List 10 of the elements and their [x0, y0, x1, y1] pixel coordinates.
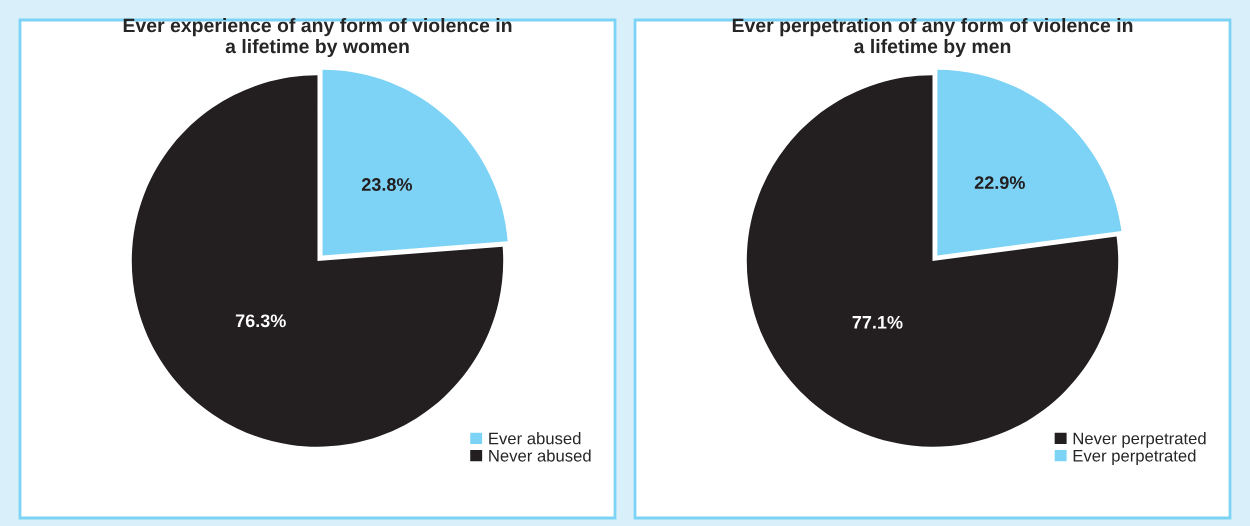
data-label: 23.8% — [361, 178, 413, 191]
legend-label: Never abused — [489, 449, 591, 462]
chart-title: Ever experience of any form of violence in a lifetime by women — [123, 18, 512, 58]
data-label: 22.9% — [974, 176, 1025, 190]
data-label: 77.1% — [852, 315, 903, 329]
chart-title: Ever perpetration of any form of violence in a lifetime by men — [732, 18, 1133, 58]
legend-label: Never perpetrated — [1073, 432, 1206, 448]
data-label: 76.3% — [235, 314, 286, 328]
legend-label: Ever abused — [489, 432, 581, 445]
legend-label: Ever perpetrated — [1073, 449, 1196, 465]
